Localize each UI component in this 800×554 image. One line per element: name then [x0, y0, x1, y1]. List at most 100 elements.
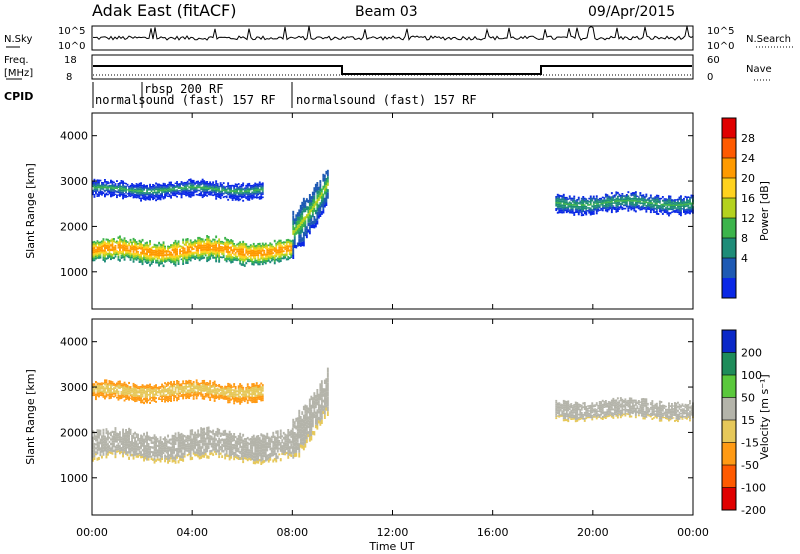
echo-cell — [167, 249, 169, 251]
echo-cell — [158, 254, 160, 257]
echo-cell — [143, 385, 145, 388]
echo-cell — [138, 386, 141, 388]
echo-cell — [243, 195, 246, 197]
echo-cell — [95, 254, 97, 256]
echo-cell — [671, 204, 673, 206]
echo-cell — [189, 457, 192, 461]
echo-cell — [159, 439, 162, 442]
echo-cell — [159, 184, 162, 187]
echo-cell — [267, 436, 270, 440]
echo-cell — [189, 454, 192, 458]
echo-cell — [146, 438, 148, 442]
echo-cell — [209, 450, 212, 453]
echo-cell — [601, 201, 604, 203]
echo-cell — [176, 184, 178, 186]
echo-cell — [603, 198, 606, 200]
echo-cell — [194, 251, 197, 254]
echo-cell — [227, 248, 230, 251]
echo-cell — [168, 386, 171, 388]
echo-cell — [269, 440, 272, 443]
echo-cell — [215, 180, 218, 183]
echo-cell — [234, 195, 237, 198]
echo-cell — [234, 246, 237, 249]
echo-cell — [180, 181, 183, 183]
echo-cell — [206, 181, 209, 183]
echo-cell — [582, 196, 585, 198]
echo-cell — [621, 206, 624, 209]
echo-cell — [161, 451, 163, 454]
echo-cell — [93, 190, 96, 193]
echo-cell — [105, 446, 108, 450]
echo-cell — [93, 390, 96, 393]
echo-cell — [197, 388, 200, 390]
echo-cell — [227, 440, 230, 443]
echo-cell — [213, 184, 216, 186]
echo-cell — [113, 449, 115, 452]
echo-cell — [236, 248, 239, 251]
echo-cell — [206, 243, 209, 246]
echo-cell — [227, 241, 230, 244]
echo-cell — [219, 387, 222, 389]
echo-cell — [137, 247, 139, 250]
echo-cell — [188, 451, 191, 454]
echo-cell — [206, 187, 209, 189]
echo-cell — [585, 200, 588, 203]
echo-cell — [663, 198, 666, 200]
echo-cell — [200, 446, 203, 450]
echo-cell — [690, 202, 693, 205]
echo-cell — [194, 190, 197, 192]
echo-cell — [173, 383, 175, 385]
y-tick-label: 4000 — [60, 130, 88, 143]
echo-cell — [239, 441, 242, 445]
echo-cell — [246, 260, 249, 262]
echo-cell — [255, 246, 258, 249]
echo-cell — [555, 208, 558, 210]
echo-cell — [646, 205, 649, 208]
echo-cell — [246, 245, 249, 248]
echo-cell — [249, 244, 252, 247]
echo-cell — [171, 185, 174, 187]
echo-cell — [652, 209, 655, 212]
echo-cell — [174, 189, 177, 191]
echo-cell — [218, 196, 221, 198]
echo-cell — [119, 193, 121, 195]
echo-cell — [92, 251, 94, 254]
echo-cell — [580, 201, 583, 204]
echo-cell — [227, 454, 230, 458]
echo-cell — [263, 249, 266, 252]
echo-cell — [189, 387, 192, 390]
echo-cell — [99, 382, 102, 384]
echo-cell — [565, 198, 568, 201]
echo-cell — [213, 380, 216, 383]
echo-cell — [98, 391, 100, 393]
echo-cell — [104, 445, 106, 448]
echo-cell — [167, 190, 169, 192]
echo-cell — [122, 448, 124, 452]
echo-cell — [255, 259, 258, 262]
echo-cell — [179, 391, 181, 393]
echo-cell — [173, 189, 175, 191]
echo-cell — [261, 256, 264, 259]
echo-cell — [161, 196, 163, 198]
echo-cell — [218, 246, 221, 250]
echo-cell — [165, 455, 168, 458]
echo-cell — [603, 205, 606, 207]
echo-cell — [618, 201, 621, 204]
echo-cell — [237, 246, 240, 249]
echo-cell — [273, 435, 276, 439]
echo-cell — [93, 186, 96, 189]
echo-cell — [198, 244, 201, 247]
echo-cell — [140, 251, 142, 254]
echo-cell — [565, 208, 568, 210]
echo-cell — [93, 442, 96, 446]
echo-cell — [267, 249, 270, 252]
echo-cell — [165, 451, 168, 454]
echo-cell — [108, 247, 111, 249]
echo-cell — [257, 189, 260, 191]
echo-cell — [680, 199, 682, 202]
echo-cell — [225, 191, 228, 193]
echo-cell — [101, 246, 103, 248]
echo-cell — [158, 249, 160, 252]
echo-cell — [137, 397, 139, 400]
echo-cell — [192, 435, 195, 438]
